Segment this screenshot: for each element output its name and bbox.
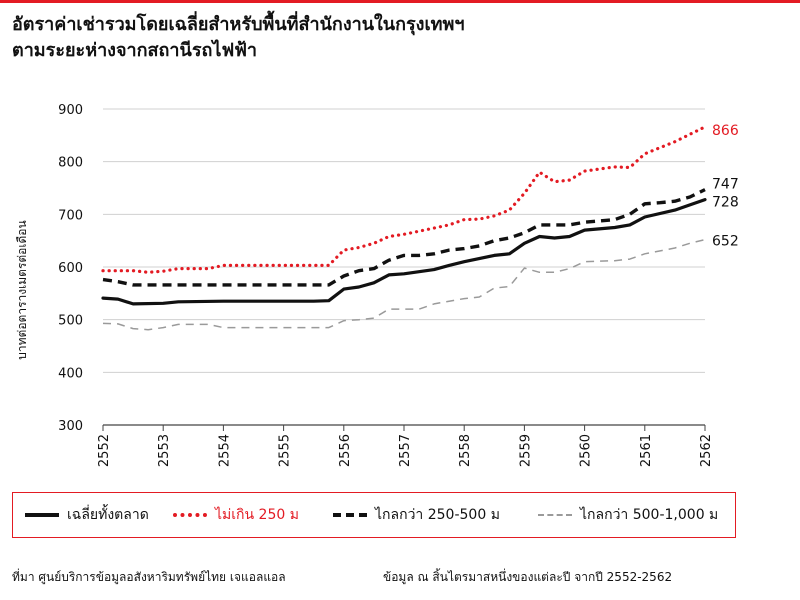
x-tick-label: 2554: [217, 434, 232, 467]
y-tick-label: 400: [58, 366, 83, 381]
series-line: [102, 238, 706, 331]
legend-label: ไม่เกิน 250 ม: [215, 507, 299, 523]
y-tick-label: 300: [58, 419, 83, 434]
legend-swatch-dotted-red: [173, 513, 207, 517]
end-value-label: 728: [712, 195, 739, 211]
x-tick-label: 2553: [157, 434, 172, 467]
title-line-2: ตามระยะห่างจากสถานีรถไฟฟ้า: [12, 40, 258, 61]
legend-swatch-dashed: [333, 513, 367, 517]
x-tick-label: 2560: [579, 434, 594, 467]
y-tick-label: 500: [58, 314, 83, 329]
data-note: ข้อมูล ณ สิ้นไตรมาสหนึ่งของแต่ละปี จากปี…: [383, 570, 673, 584]
chart-title: อัตราค่าเช่ารวมโดยเฉลี่ยสำหรับพื้นที่สำน…: [12, 12, 792, 64]
x-tick-label: 2558: [458, 434, 473, 467]
legend-label: ไกลกว่า 250-500 ม: [375, 507, 500, 523]
legend: เฉลี่ยทั้งตลาด ไม่เกิน 250 ม ไกลกว่า 250…: [12, 492, 736, 538]
x-tick-label: 2555: [278, 434, 293, 467]
legend-item-250-500m: ไกลกว่า 250-500 ม: [333, 493, 500, 537]
legend-item-500-1000m: ไกลกว่า 500-1,000 ม: [538, 493, 718, 537]
end-value-label: 747: [712, 177, 739, 193]
series-line: [101, 125, 707, 274]
x-tick-label: 2557: [398, 434, 413, 467]
end-labels: 728 866 747 652: [712, 123, 739, 250]
end-value-label: 652: [712, 234, 739, 250]
y-tick-label: 600: [58, 261, 83, 276]
series-line: [102, 188, 706, 287]
x-tick-labels: 2552 2553 2554 2555 2556 2557 2558 2559 2560 2561…: [97, 434, 714, 467]
series-lines: [101, 125, 707, 331]
series-line: [101, 198, 707, 306]
y-axis-label: บาทต่อตารางเมตรต่อเดือน: [15, 220, 29, 359]
y-tick-label: 900: [58, 103, 83, 118]
gridlines: [102, 108, 706, 431]
end-value-label: 866: [712, 123, 739, 139]
x-tick-label: 2556: [338, 434, 353, 467]
y-tick-label: 800: [58, 156, 83, 171]
legend-label: เฉลี่ยทั้งตลาด: [67, 507, 149, 523]
top-accent-rule: [0, 0, 800, 3]
x-tick-label: 2561: [639, 434, 654, 467]
title-line-1: อัตราค่าเช่ารวมโดยเฉลี่ยสำหรับพื้นที่สำน…: [12, 14, 465, 35]
x-tick-label: 2552: [97, 434, 112, 467]
legend-item-market-average: เฉลี่ยทั้งตลาด: [25, 493, 149, 537]
legend-label: ไกลกว่า 500-1,000 ม: [580, 507, 719, 523]
legend-swatch-dashed-gray: [538, 514, 572, 516]
x-tick-label: 2559: [518, 434, 533, 467]
legend-item-within-250m: ไม่เกิน 250 ม: [173, 493, 299, 537]
y-tick-label: 700: [58, 208, 83, 223]
source-note: ที่มา ศูนย์บริการข้อมูลอสังหาริมทรัพย์ไท…: [12, 570, 286, 584]
legend-swatch-solid: [25, 513, 59, 517]
y-tick-labels: 300 400 500 600 700 800 900: [58, 103, 83, 434]
x-tick-label: 2562: [699, 434, 714, 467]
